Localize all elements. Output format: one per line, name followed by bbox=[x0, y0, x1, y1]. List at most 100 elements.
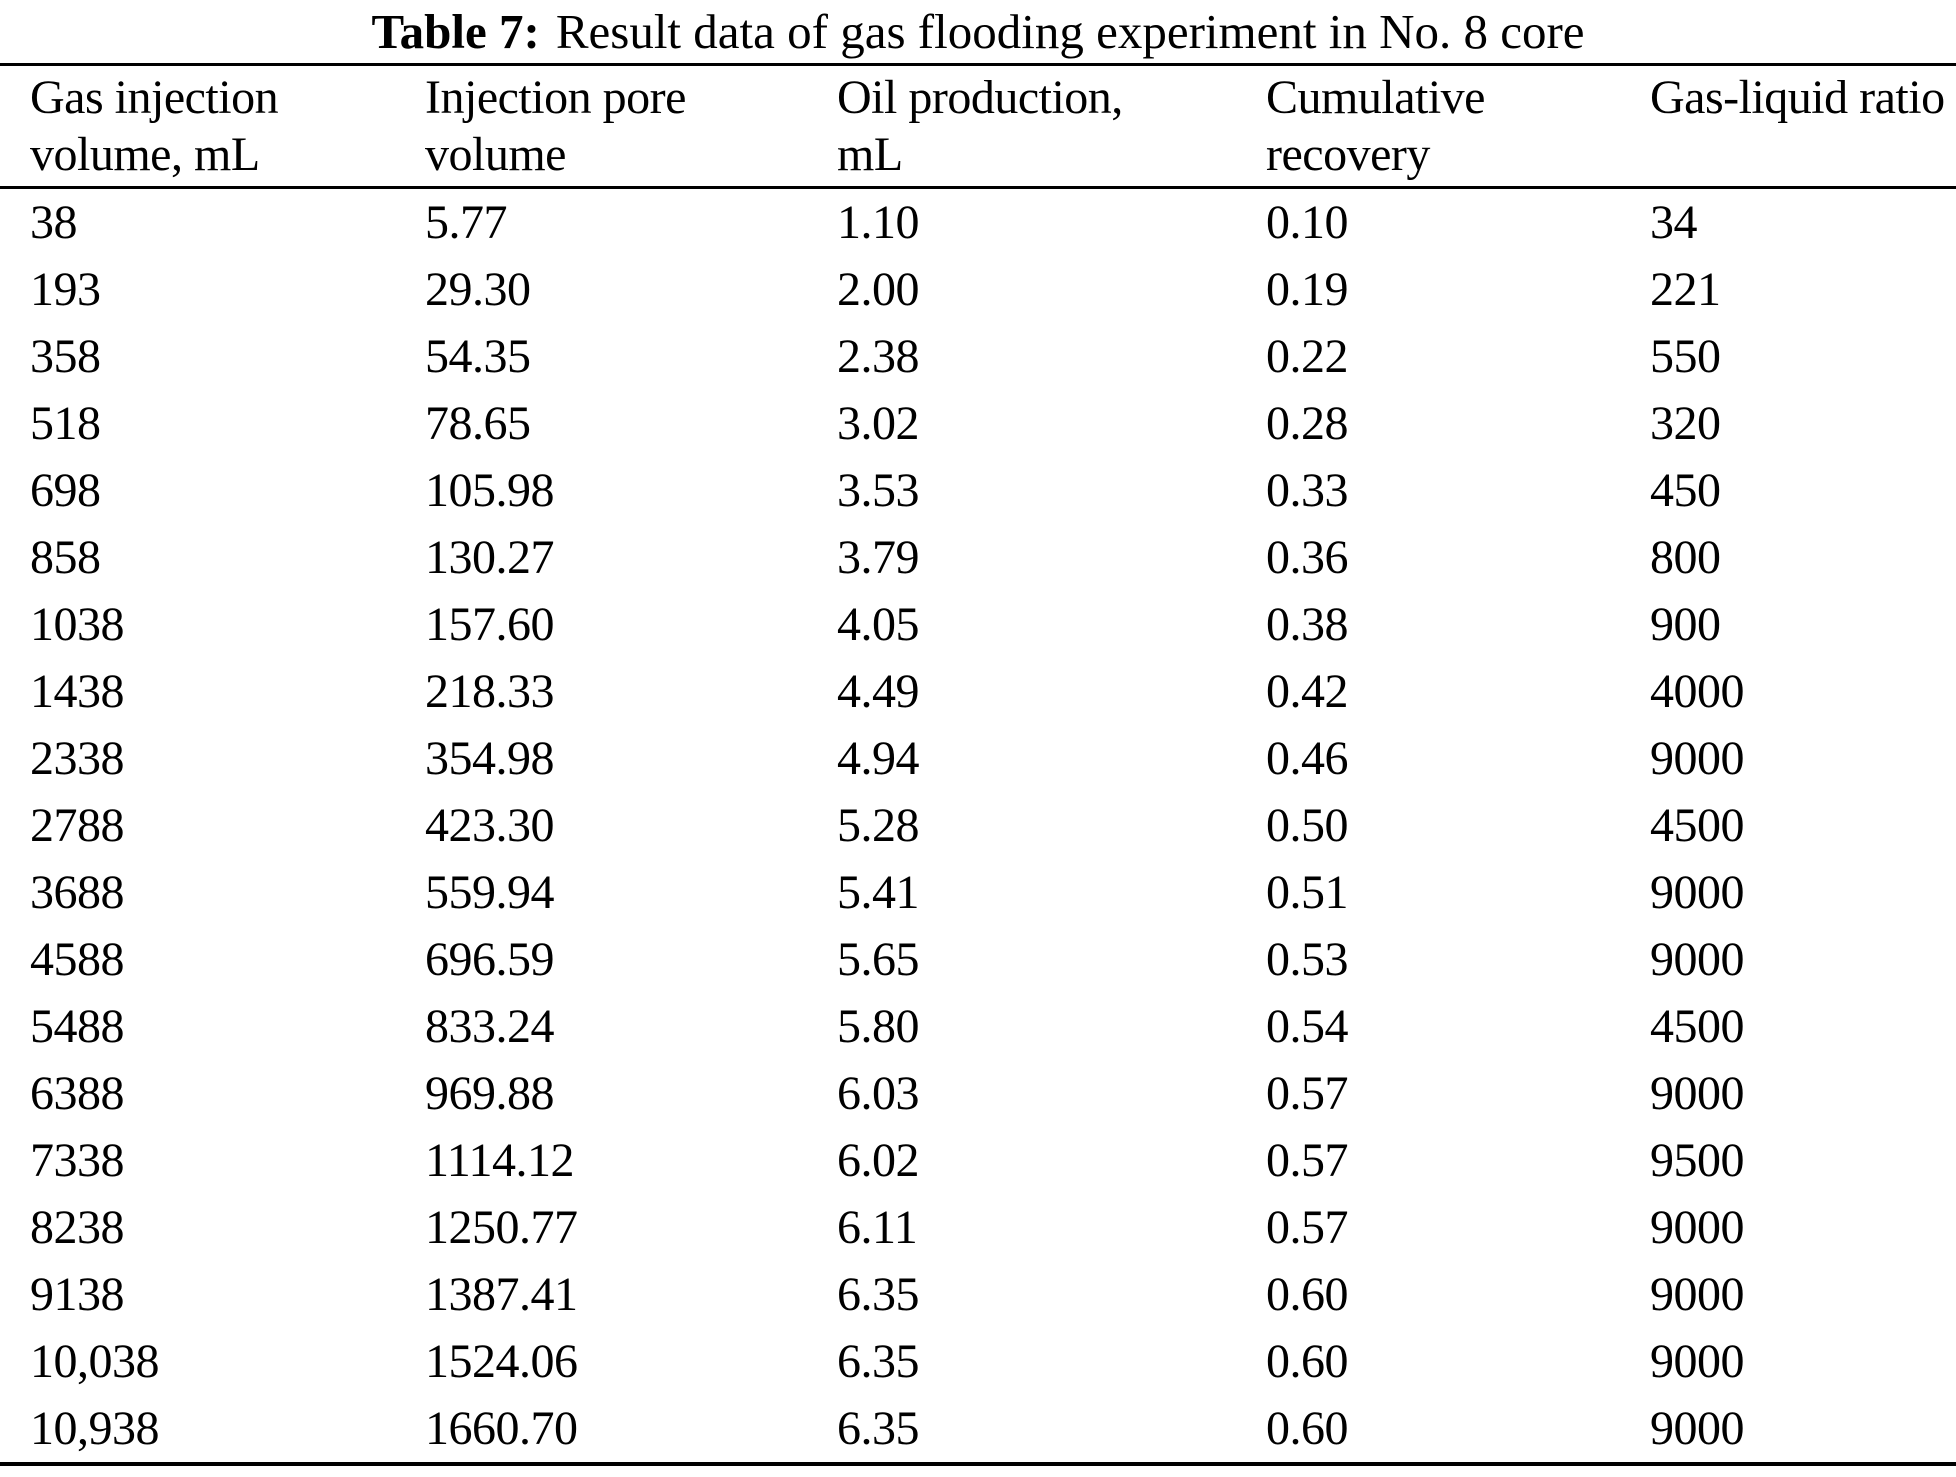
table-caption-text: Result data of gas flooding experiment i… bbox=[555, 4, 1585, 59]
table-row: 3688 559.94 5.41 0.51 9000 bbox=[0, 859, 1956, 926]
header-line: recovery bbox=[1266, 128, 1430, 181]
table-cell: 7338 bbox=[30, 1134, 125, 1187]
table-cell: 2.00 bbox=[837, 263, 920, 316]
header-line bbox=[1650, 126, 1956, 183]
table-cell: 9000 bbox=[1650, 1335, 1745, 1388]
table-row: 698 105.98 3.53 0.33 450 bbox=[0, 457, 1956, 524]
table-row: 8238 1250.77 6.11 0.57 9000 bbox=[0, 1194, 1956, 1261]
table-cell: 0.57 bbox=[1266, 1201, 1349, 1254]
table-cell: 157.60 bbox=[425, 598, 555, 651]
table-cell: 6.11 bbox=[837, 1201, 918, 1254]
table-row: 10,038 1524.06 6.35 0.60 9000 bbox=[0, 1328, 1956, 1395]
table-cell: 969.88 bbox=[425, 1067, 555, 1120]
column-header-oil-production: Oil production, mL bbox=[807, 64, 1236, 189]
table-cell: 900 bbox=[1650, 598, 1721, 651]
table-cell: 858 bbox=[30, 531, 101, 584]
table-cell: 358 bbox=[30, 330, 101, 383]
table-row: 7338 1114.12 6.02 0.57 9500 bbox=[0, 1127, 1956, 1194]
table-row: 10,938 1660.70 6.35 0.60 9000 bbox=[0, 1395, 1956, 1464]
table-cell: 354.98 bbox=[425, 732, 555, 785]
table-cell: 5.80 bbox=[837, 1000, 920, 1053]
table-cell: 559.94 bbox=[425, 866, 555, 919]
table-cell: 833.24 bbox=[425, 1000, 555, 1053]
table-cell: 0.46 bbox=[1266, 732, 1349, 785]
table-cell: 9000 bbox=[1650, 933, 1745, 986]
table-cell: 6.03 bbox=[837, 1067, 920, 1120]
table-row: 9138 1387.41 6.35 0.60 9000 bbox=[0, 1261, 1956, 1328]
table-cell: 0.22 bbox=[1266, 330, 1349, 383]
table-cell: 4500 bbox=[1650, 1000, 1745, 1053]
table-cell: 2338 bbox=[30, 732, 125, 785]
table-body: 38 5.77 1.10 0.10 34 193 29.30 2.00 0.19 221 358 54… bbox=[0, 188, 1956, 1465]
table-cell: 0.28 bbox=[1266, 397, 1349, 450]
table-header: Gas injection volume, mL Injection pore … bbox=[0, 64, 1956, 189]
table-cell: 78.65 bbox=[425, 397, 531, 450]
table-cell: 9000 bbox=[1650, 1201, 1745, 1254]
table-cell: 5.28 bbox=[837, 799, 920, 852]
table-cell: 800 bbox=[1650, 531, 1721, 584]
table-cell: 4500 bbox=[1650, 799, 1745, 852]
header-line: Oil production, bbox=[837, 71, 1123, 124]
table-cell: 54.35 bbox=[425, 330, 531, 383]
table-cell: 1524.06 bbox=[425, 1335, 578, 1388]
table-cell: 1660.70 bbox=[425, 1402, 578, 1455]
header-line: Injection pore bbox=[425, 71, 686, 124]
table-cell: 38 bbox=[30, 196, 78, 249]
table-cell: 0.57 bbox=[1266, 1067, 1349, 1120]
header-line: Gas injection bbox=[30, 71, 279, 124]
table-cell: 8238 bbox=[30, 1201, 125, 1254]
table-cell: 9500 bbox=[1650, 1134, 1745, 1187]
table-cell: 6388 bbox=[30, 1067, 125, 1120]
table-cell: 9000 bbox=[1650, 1268, 1745, 1321]
table-row: 38 5.77 1.10 0.10 34 bbox=[0, 188, 1956, 257]
column-header-gas-injection-volume: Gas injection volume, mL bbox=[0, 64, 395, 189]
table-cell: 0.57 bbox=[1266, 1134, 1349, 1187]
table-cell: 6.02 bbox=[837, 1134, 920, 1187]
header-line: Gas-liquid ratio bbox=[1650, 71, 1945, 124]
table-row: 2788 423.30 5.28 0.50 4500 bbox=[0, 792, 1956, 859]
table-cell: 0.36 bbox=[1266, 531, 1349, 584]
table-cell: 6.35 bbox=[837, 1335, 920, 1388]
table-cell: 4588 bbox=[30, 933, 125, 986]
column-header-cumulative-recovery: Cumulative recovery bbox=[1236, 64, 1620, 189]
table-cell: 3.53 bbox=[837, 464, 920, 517]
table-cell: 4.49 bbox=[837, 665, 920, 718]
table-cell: 1438 bbox=[30, 665, 125, 718]
header-row: Gas injection volume, mL Injection pore … bbox=[0, 64, 1956, 189]
table-cell: 1114.12 bbox=[425, 1134, 574, 1187]
table-cell: 5.41 bbox=[837, 866, 920, 919]
table-cell: 6.35 bbox=[837, 1402, 920, 1455]
table-cell: 130.27 bbox=[425, 531, 555, 584]
table-cell: 10,038 bbox=[30, 1335, 160, 1388]
table-cell: 0.10 bbox=[1266, 196, 1349, 249]
table-cell: 29.30 bbox=[425, 263, 531, 316]
table-cell: 0.54 bbox=[1266, 1000, 1349, 1053]
table-cell: 518 bbox=[30, 397, 101, 450]
table-cell: 9000 bbox=[1650, 866, 1745, 919]
header-line: volume, mL bbox=[30, 128, 260, 181]
table-cell: 320 bbox=[1650, 397, 1721, 450]
table-cell: 698 bbox=[30, 464, 101, 517]
column-header-gas-liquid-ratio: Gas-liquid ratio bbox=[1620, 64, 1956, 189]
table-row: 358 54.35 2.38 0.22 550 bbox=[0, 323, 1956, 390]
table-cell: 1250.77 bbox=[425, 1201, 578, 1254]
table-cell: 10,938 bbox=[30, 1402, 160, 1455]
column-header-injection-pore-volume: Injection pore volume bbox=[395, 64, 807, 189]
table-cell: 0.53 bbox=[1266, 933, 1349, 986]
table-cell: 4.94 bbox=[837, 732, 920, 785]
table-cell: 9000 bbox=[1650, 1067, 1745, 1120]
table-cell: 4000 bbox=[1650, 665, 1745, 718]
table-cell: 1.10 bbox=[837, 196, 920, 249]
table-cell: 5.77 bbox=[425, 196, 508, 249]
table-row: 193 29.30 2.00 0.19 221 bbox=[0, 256, 1956, 323]
table-row: 6388 969.88 6.03 0.57 9000 bbox=[0, 1060, 1956, 1127]
header-line: mL bbox=[837, 128, 903, 181]
table-cell: 1387.41 bbox=[425, 1268, 578, 1321]
table-cell: 3688 bbox=[30, 866, 125, 919]
results-table: Gas injection volume, mL Injection pore … bbox=[0, 63, 1956, 1466]
table-cell: 5488 bbox=[30, 1000, 125, 1053]
table-row: 4588 696.59 5.65 0.53 9000 bbox=[0, 926, 1956, 993]
table-cell: 696.59 bbox=[425, 933, 555, 986]
table-cell: 3.79 bbox=[837, 531, 920, 584]
table-cell: 0.33 bbox=[1266, 464, 1349, 517]
